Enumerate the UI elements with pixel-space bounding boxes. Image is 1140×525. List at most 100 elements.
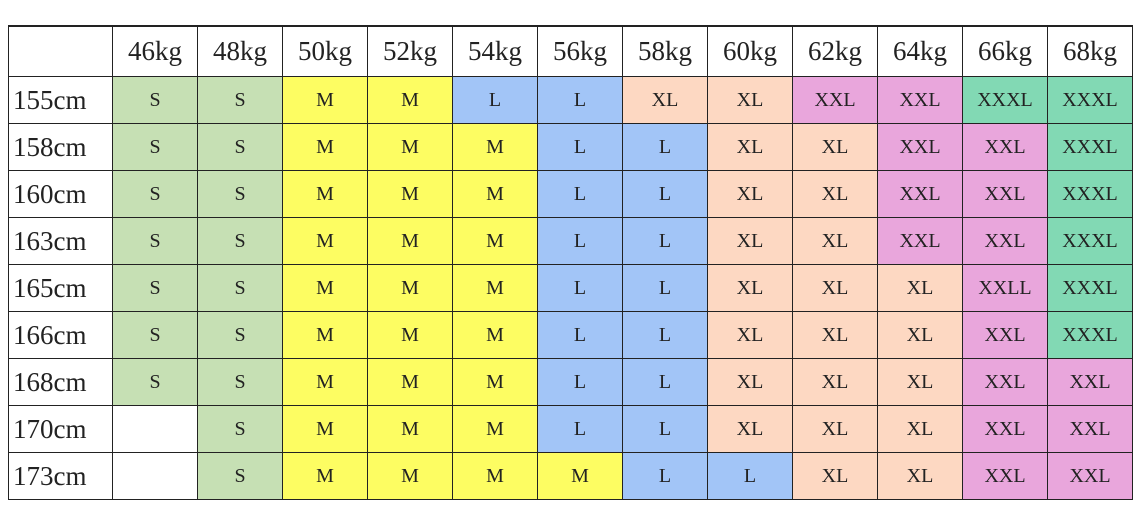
- size-cell: M: [282, 311, 368, 359]
- size-cell: L: [537, 123, 623, 171]
- row-label: 158cm: [8, 123, 113, 171]
- size-cell: M: [537, 452, 623, 500]
- size-cell: S: [197, 264, 283, 312]
- size-cell: M: [452, 123, 538, 171]
- size-cell: XL: [792, 452, 878, 500]
- size-cell: M: [282, 358, 368, 406]
- row-label: 163cm: [8, 217, 113, 265]
- size-cell: XL: [792, 358, 878, 406]
- size-cell: M: [282, 76, 368, 124]
- table-row: 165cm S S M M M L L XL XL XL XXLL XXXL: [8, 264, 1133, 312]
- size-cell: XL: [792, 311, 878, 359]
- size-cell: M: [367, 452, 453, 500]
- size-cell: XXL: [877, 217, 963, 265]
- size-cell: S: [112, 358, 198, 406]
- table-row: 168cm S S M M M L L XL XL XL XXL XXL: [8, 358, 1133, 406]
- row-label: 170cm: [8, 405, 113, 453]
- size-cell: L: [537, 405, 623, 453]
- header-cell: 46kg: [112, 25, 198, 77]
- size-cell: S: [197, 170, 283, 218]
- size-cell: L: [452, 76, 538, 124]
- size-cell: XXXL: [1047, 217, 1133, 265]
- size-cell: XL: [707, 217, 793, 265]
- size-cell: M: [367, 217, 453, 265]
- size-cell: XL: [792, 405, 878, 453]
- size-cell: M: [367, 358, 453, 406]
- size-cell: XXXL: [1047, 170, 1133, 218]
- size-cell: XXXL: [1047, 264, 1133, 312]
- size-cell: XXL: [962, 170, 1048, 218]
- size-cell: M: [452, 264, 538, 312]
- header-cell: 66kg: [962, 25, 1048, 77]
- size-cell: M: [452, 170, 538, 218]
- size-cell: XXL: [877, 123, 963, 171]
- header-row: 46kg 48kg 50kg 52kg 54kg 56kg 58kg 60kg 62kg 64kg…: [8, 25, 1133, 77]
- size-cell: M: [282, 452, 368, 500]
- table-row: 158cm S S M M M L L XL XL XXL XXL XXXL: [8, 123, 1133, 171]
- header-cell: 52kg: [367, 25, 453, 77]
- table-row: 155cm S S M M L L XL XL XXL XXL XXXL XXXL: [8, 76, 1133, 124]
- size-cell: L: [622, 217, 708, 265]
- size-cell: XL: [792, 170, 878, 218]
- size-cell: L: [622, 264, 708, 312]
- size-cell: M: [282, 217, 368, 265]
- size-cell: XL: [707, 123, 793, 171]
- size-cell: L: [622, 405, 708, 453]
- size-cell: XL: [707, 358, 793, 406]
- size-cell: XL: [877, 358, 963, 406]
- table-row: 163cm S S M M M L L XL XL XXL XXL XXXL: [8, 217, 1133, 265]
- size-cell: M: [452, 311, 538, 359]
- size-cell: XL: [877, 311, 963, 359]
- size-cell: XXXL: [962, 76, 1048, 124]
- size-cell: XL: [707, 170, 793, 218]
- size-cell: XL: [792, 123, 878, 171]
- header-cell: [8, 25, 113, 77]
- size-cell: S: [197, 311, 283, 359]
- size-cell: L: [537, 358, 623, 406]
- size-cell: M: [367, 76, 453, 124]
- size-cell: XXL: [1047, 405, 1133, 453]
- size-cell: M: [282, 264, 368, 312]
- size-cell: S: [197, 452, 283, 500]
- size-cell: XL: [707, 311, 793, 359]
- size-table: 46kg 48kg 50kg 52kg 54kg 56kg 58kg 60kg 62kg 64kg…: [8, 25, 1133, 500]
- size-cell: M: [452, 217, 538, 265]
- row-label: 165cm: [8, 264, 113, 312]
- size-cell: M: [367, 264, 453, 312]
- size-cell: S: [197, 123, 283, 171]
- size-cell: XL: [877, 452, 963, 500]
- size-cell: XL: [877, 264, 963, 312]
- row-label: 155cm: [8, 76, 113, 124]
- size-cell: M: [367, 123, 453, 171]
- size-cell: L: [537, 217, 623, 265]
- size-cell: M: [452, 452, 538, 500]
- size-cell: L: [622, 170, 708, 218]
- size-cell: XL: [707, 405, 793, 453]
- size-cell: S: [112, 170, 198, 218]
- header-cell: 62kg: [792, 25, 878, 77]
- size-cell: S: [197, 405, 283, 453]
- size-cell: L: [622, 123, 708, 171]
- size-cell: XXXL: [1047, 123, 1133, 171]
- size-cell: S: [112, 217, 198, 265]
- size-cell: XXL: [962, 358, 1048, 406]
- size-cell: XXLL: [962, 264, 1048, 312]
- header-cell: 56kg: [537, 25, 623, 77]
- size-cell: XL: [792, 264, 878, 312]
- row-label: 173cm: [8, 452, 113, 500]
- size-cell: M: [367, 405, 453, 453]
- size-cell: M: [367, 311, 453, 359]
- size-cell: L: [537, 76, 623, 124]
- size-cell: M: [452, 405, 538, 453]
- size-cell: XXL: [1047, 358, 1133, 406]
- size-cell: L: [622, 358, 708, 406]
- size-cell: XXL: [962, 123, 1048, 171]
- size-cell: XXL: [962, 217, 1048, 265]
- header-cell: 64kg: [877, 25, 963, 77]
- row-label: 166cm: [8, 311, 113, 359]
- size-cell: L: [622, 311, 708, 359]
- size-cell: XXL: [877, 76, 963, 124]
- table-row: 170cm S M M M L L XL XL XL XXL XXL: [8, 405, 1133, 453]
- size-cell: L: [537, 264, 623, 312]
